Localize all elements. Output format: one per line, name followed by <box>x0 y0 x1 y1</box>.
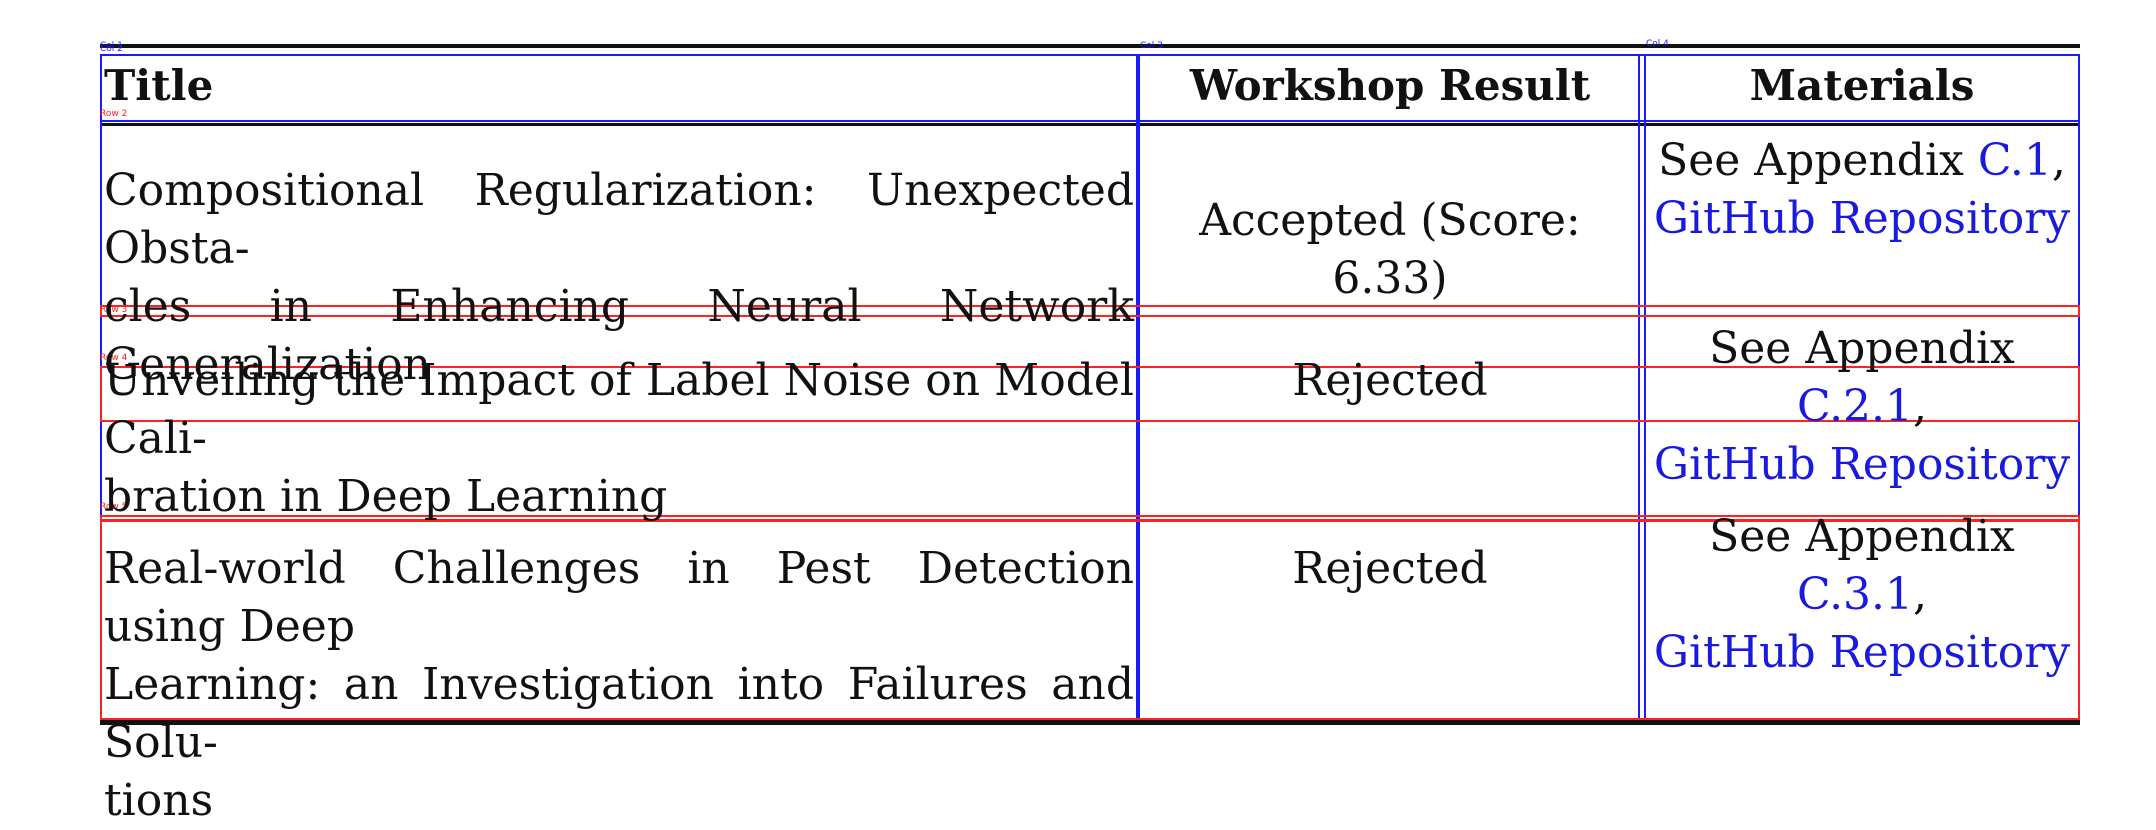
row-1-result: Accepted (Score: 6.33) <box>1199 195 1581 304</box>
header-materials: Materials <box>1749 61 1975 110</box>
row-2-title-line-2: bration in Deep Learning <box>104 471 668 522</box>
row-3-appendix-link[interactable]: C.3.1 <box>1796 569 1914 620</box>
row-1-materials: See Appendix C.1, GitHub Repository <box>1646 132 2078 248</box>
row-3-result: Rejected <box>1292 543 1488 594</box>
row-3-materials-prefix: See Appendix <box>1709 511 2015 562</box>
row-1-appendix-link[interactable]: C.1 <box>1977 135 2052 186</box>
header-workshop-result: Workshop Result <box>1189 61 1591 110</box>
row-1-title-line-1: Compositional Regularization: Unexpected… <box>104 165 1134 274</box>
row-1-title: Compositional Regularization: Unexpected… <box>104 162 1134 394</box>
debug-label-col-4: Col 4 <box>1646 39 1669 49</box>
row-3-title: Real-world Challenges in Pest Detection … <box>104 540 1134 830</box>
row-3-repo-link[interactable]: GitHub Repository <box>1653 627 2071 678</box>
row-3-title-line-1: Real-world Challenges in Pest Detection … <box>104 543 1134 652</box>
row-2-materials-sep: , <box>1913 381 1928 432</box>
top-rule <box>100 44 2080 48</box>
debug-label-col-1: Col 1 <box>100 41 123 51</box>
debug-label-col-2: Col 2 <box>100 44 123 54</box>
debug-label-col-3: Col 3 <box>1140 41 1163 51</box>
debug-label-row-3: Row 3 <box>100 305 128 315</box>
header-title: Title <box>104 61 214 110</box>
row-2-repo-link[interactable]: GitHub Repository <box>1653 439 2071 490</box>
results-table: Col 1 Col 2 Col 3 Col 4 Row 2 Row 3 Row … <box>100 39 2080 826</box>
row-2-materials-prefix: See Appendix <box>1709 323 2015 374</box>
row-1-materials-sep: , <box>2051 135 2066 186</box>
row-1-repo-link[interactable]: GitHub Repository <box>1653 193 2071 244</box>
debug-label-row-4: Row 4 <box>100 353 128 363</box>
row-3-title-line-2: Learning: an Investigation into Failures… <box>104 659 1134 768</box>
row-1-title-line-2: cles in Enhancing Neural Network General… <box>104 281 1134 390</box>
row-2-materials: See Appendix C.2.1, GitHub Repository <box>1646 320 2078 494</box>
row-3-materials: See Appendix C.3.1, GitHub Repository <box>1646 508 2078 682</box>
row-3-title-line-3: tions <box>104 775 214 826</box>
row-2-appendix-link[interactable]: C.2.1 <box>1796 381 1914 432</box>
header-rule <box>100 123 2080 126</box>
debug-label-row-5: Row 5 <box>100 502 128 512</box>
debug-label-row-2: Row 2 <box>100 109 128 119</box>
row-3-materials-sep: , <box>1913 569 1928 620</box>
bottom-rule <box>100 720 2080 725</box>
row-1-materials-prefix: See Appendix <box>1658 135 1978 186</box>
row-2-title: Unveiling the Impact of Label Noise on M… <box>104 352 1134 526</box>
row-2-result: Rejected <box>1292 355 1488 406</box>
row-2-title-line-1: Unveiling the Impact of Label Noise on M… <box>104 355 1134 464</box>
